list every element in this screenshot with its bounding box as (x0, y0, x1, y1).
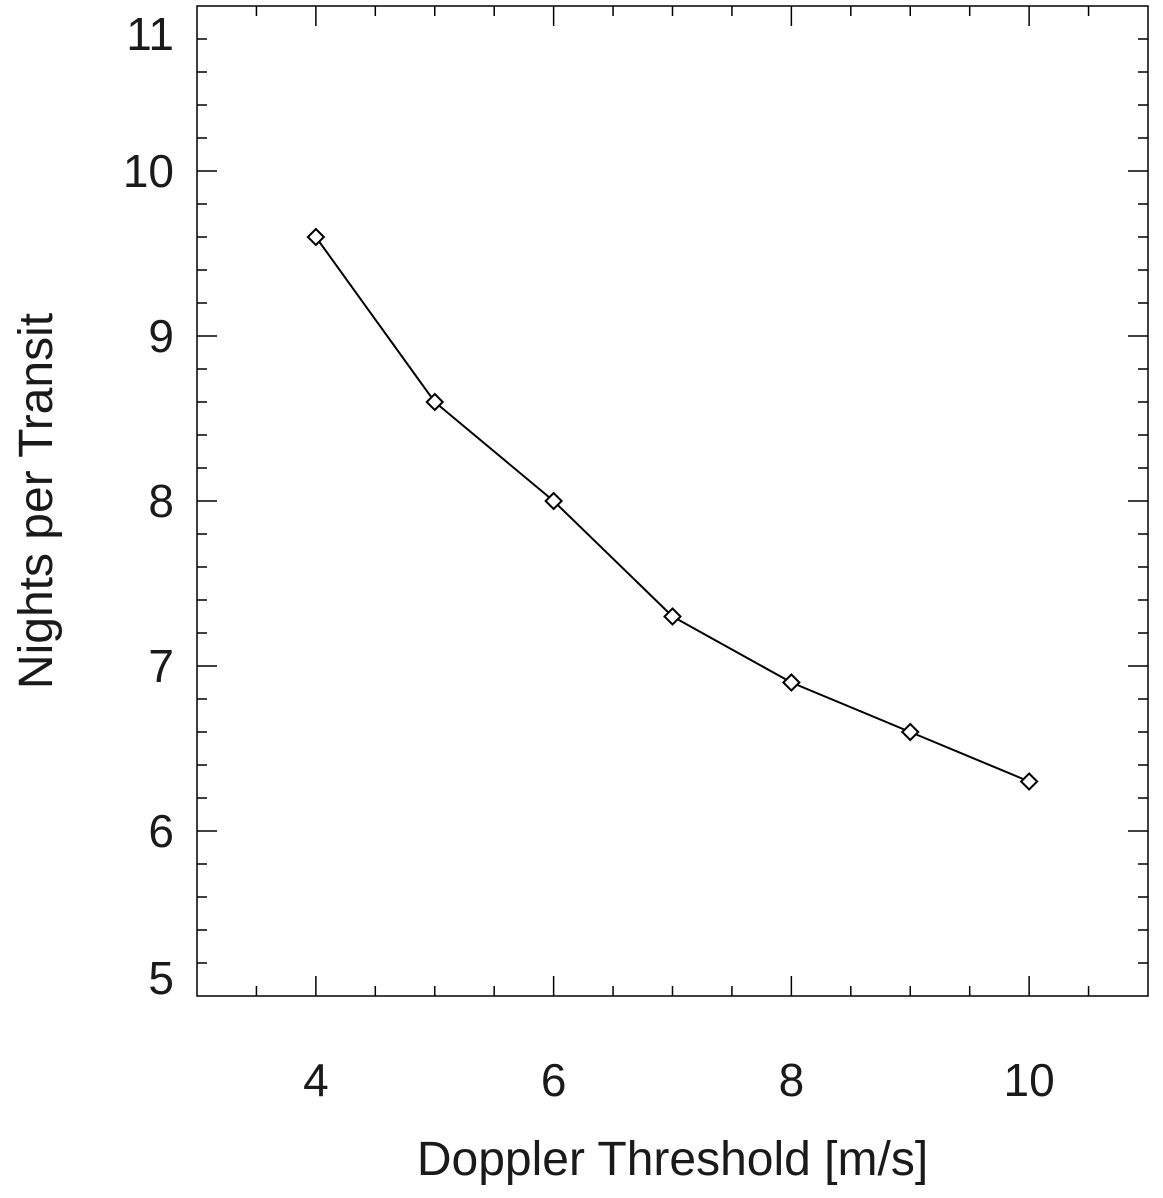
ticks-layer (197, 6, 1148, 996)
x-tick-label: 4 (303, 1054, 329, 1106)
plot-frame (196, 5, 1149, 997)
y-axis-label: Nights per Transit (10, 313, 63, 689)
x-tick-label: 8 (779, 1054, 805, 1106)
y-tick-label: 5 (148, 952, 174, 1004)
data-point-marker (1019, 772, 1039, 791)
data-point-marker (306, 227, 326, 247)
data-point-marker (425, 392, 445, 412)
y-tick-label: 11 (126, 8, 174, 60)
data-point-marker (663, 607, 682, 626)
x-tick-label: 10 (1004, 1054, 1055, 1106)
data-point-marker (781, 673, 801, 692)
x-tick-label: 6 (541, 1054, 567, 1106)
data-point-marker (900, 722, 920, 742)
x-axis-label: Doppler Threshold [m/s] (417, 1133, 928, 1186)
y-tick-label: 8 (148, 475, 174, 527)
y-tick-label: 6 (148, 805, 174, 857)
y-tick-label: 9 (148, 310, 174, 362)
y-tick-label: 7 (148, 640, 174, 692)
series-layer (306, 227, 1039, 791)
data-point-marker (544, 491, 564, 511)
tick-labels-layer: 4 6 8 10 5 6 7 8 9 10 11 (123, 8, 1055, 1106)
series-line (315, 236, 1030, 783)
y-tick-label: 10 (123, 145, 174, 197)
